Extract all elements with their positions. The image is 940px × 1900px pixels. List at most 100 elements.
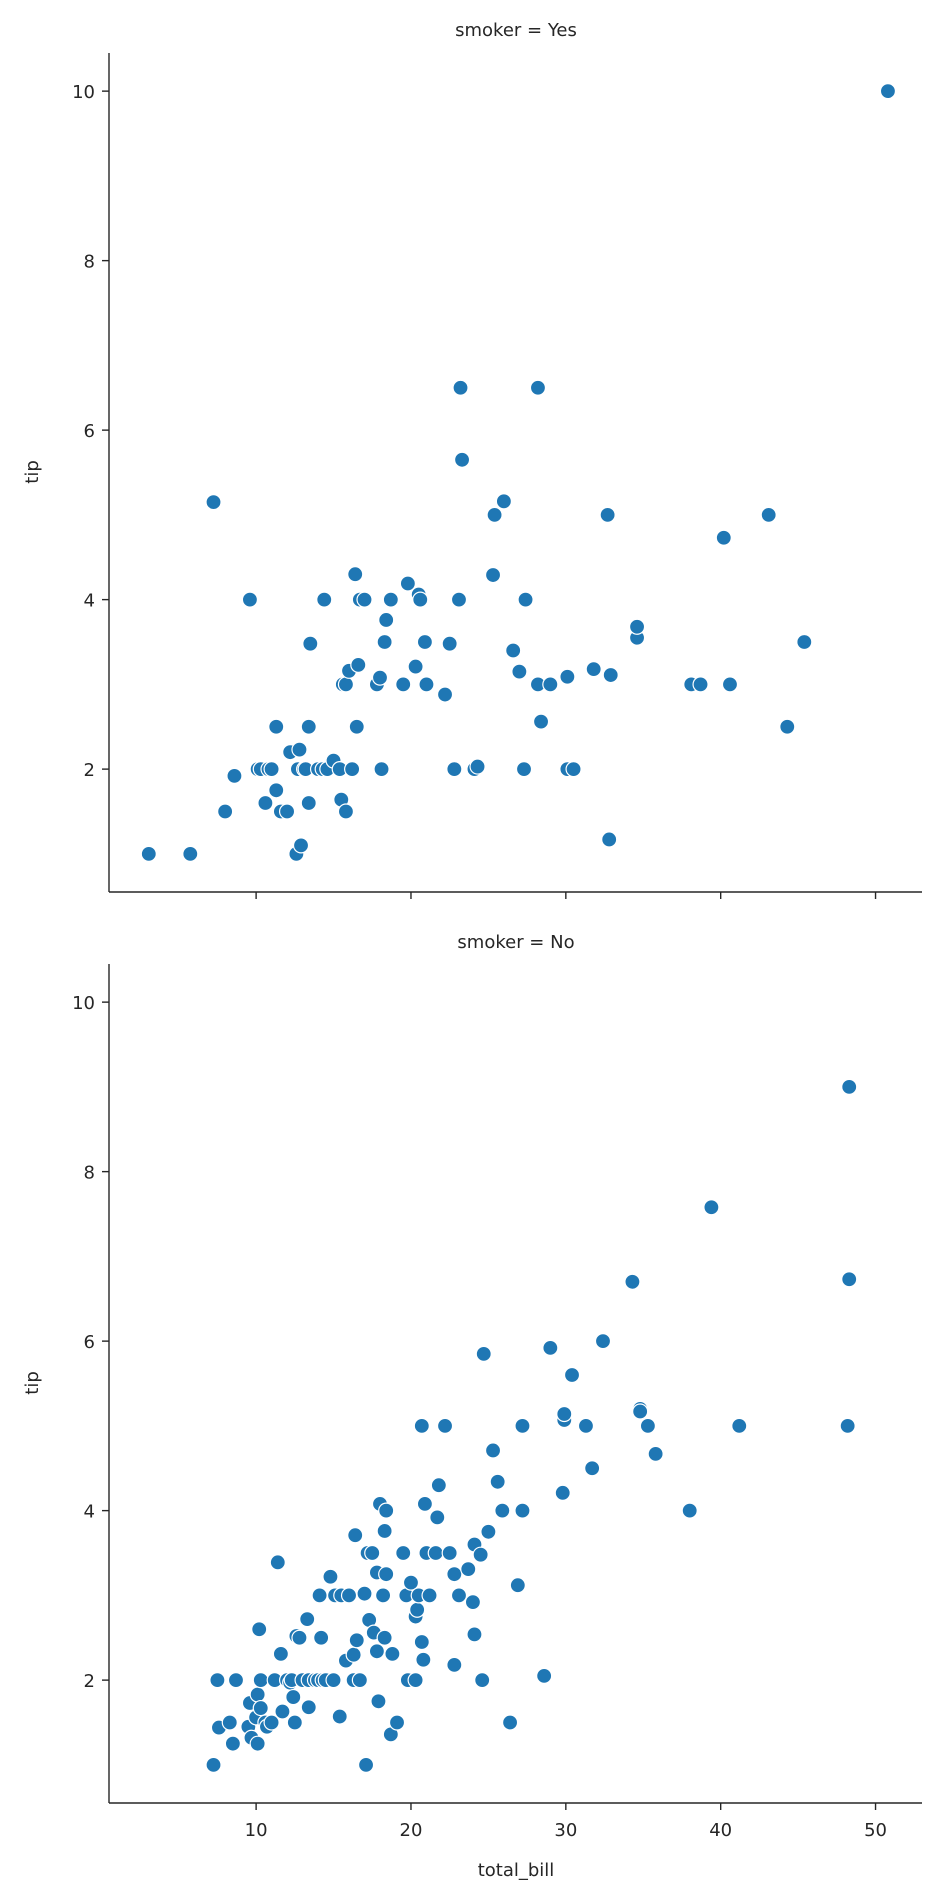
data-point bbox=[542, 676, 559, 693]
data-point bbox=[529, 379, 547, 396]
data-point bbox=[446, 761, 463, 778]
data-point bbox=[624, 1273, 641, 1290]
data-point bbox=[475, 1345, 492, 1362]
data-point bbox=[532, 713, 550, 730]
data-point bbox=[554, 1484, 571, 1501]
x-axis-label: total_bill bbox=[478, 1860, 555, 1881]
data-point bbox=[402, 1574, 420, 1591]
data-point bbox=[322, 1568, 339, 1585]
data-point bbox=[585, 661, 602, 678]
data-point bbox=[351, 1672, 368, 1689]
data-point bbox=[263, 1714, 280, 1731]
data-point bbox=[340, 1587, 358, 1604]
data-point bbox=[647, 1445, 664, 1462]
data-point bbox=[350, 656, 367, 673]
data-point bbox=[731, 1417, 748, 1434]
data-point bbox=[268, 718, 285, 735]
data-point bbox=[841, 1078, 858, 1095]
data-point bbox=[345, 1646, 362, 1663]
data-point bbox=[382, 591, 399, 608]
data-point bbox=[376, 633, 393, 651]
facet-yes-ticks: 2 4 6 8 10 bbox=[72, 82, 877, 899]
data-point bbox=[692, 676, 709, 693]
data-point bbox=[395, 1544, 412, 1562]
data-point bbox=[313, 1629, 330, 1646]
data-point bbox=[300, 794, 317, 812]
data-point bbox=[601, 831, 618, 848]
data-point bbox=[285, 1688, 302, 1706]
data-point bbox=[209, 1672, 226, 1689]
y-tick-label: 8 bbox=[84, 1163, 95, 1184]
data-point bbox=[413, 1417, 430, 1434]
data-point bbox=[249, 1686, 266, 1703]
data-point bbox=[205, 494, 222, 511]
data-point bbox=[407, 1672, 424, 1689]
data-point bbox=[347, 1527, 364, 1544]
data-point bbox=[839, 1417, 856, 1434]
data-point bbox=[466, 1626, 483, 1643]
data-point bbox=[344, 761, 361, 778]
data-point bbox=[399, 575, 416, 592]
data-point bbox=[427, 1544, 444, 1562]
data-point bbox=[565, 761, 582, 778]
data-point bbox=[395, 676, 412, 693]
data-point bbox=[760, 506, 777, 523]
data-point bbox=[841, 1271, 858, 1288]
data-point bbox=[252, 1699, 269, 1717]
data-point bbox=[409, 1601, 426, 1618]
data-point bbox=[602, 666, 619, 684]
data-point bbox=[286, 1714, 303, 1731]
data-point bbox=[291, 1629, 308, 1646]
x-tick-label: 30 bbox=[554, 1820, 577, 1841]
data-point bbox=[378, 611, 395, 629]
data-point bbox=[632, 1403, 649, 1420]
data-point bbox=[347, 566, 364, 583]
x-tick-label: 10 bbox=[245, 1820, 268, 1841]
data-point bbox=[577, 1417, 595, 1434]
data-point bbox=[376, 1522, 393, 1540]
y-tick-label: 2 bbox=[84, 1671, 95, 1692]
data-point bbox=[368, 1643, 386, 1660]
facet-no-points bbox=[205, 1078, 858, 1773]
data-point bbox=[494, 1502, 511, 1519]
data-point bbox=[278, 803, 296, 820]
data-point bbox=[584, 1460, 601, 1477]
data-point bbox=[384, 1645, 401, 1662]
y-tick-label: 8 bbox=[84, 252, 95, 273]
y-tick-label: 4 bbox=[84, 591, 95, 612]
data-point bbox=[357, 1756, 375, 1773]
data-point bbox=[639, 1417, 657, 1434]
data-point bbox=[257, 794, 274, 812]
x-tick-label: 20 bbox=[400, 1820, 423, 1841]
data-point bbox=[511, 663, 528, 680]
data-point bbox=[721, 676, 739, 693]
data-point bbox=[348, 718, 365, 735]
data-point bbox=[416, 1495, 434, 1512]
y-tick-label: 10 bbox=[72, 993, 95, 1014]
data-point bbox=[441, 1544, 458, 1562]
data-point bbox=[501, 1714, 519, 1731]
data-point bbox=[268, 782, 285, 799]
data-point bbox=[337, 803, 355, 820]
data-point bbox=[221, 1714, 238, 1731]
data-point bbox=[205, 1756, 222, 1773]
data-point bbox=[356, 1585, 373, 1602]
data-point bbox=[779, 718, 796, 735]
data-point bbox=[370, 1693, 387, 1710]
data-point bbox=[517, 591, 534, 608]
data-point bbox=[325, 1672, 342, 1689]
data-point bbox=[226, 767, 243, 784]
data-point bbox=[474, 1672, 491, 1689]
data-point bbox=[879, 83, 897, 100]
data-point bbox=[378, 1502, 395, 1519]
data-point bbox=[374, 1587, 392, 1604]
x-tick-label: 40 bbox=[709, 1820, 732, 1841]
facet-yes-title: smoker = Yes bbox=[455, 20, 577, 41]
data-point bbox=[452, 379, 469, 396]
facet-yes-panel: smoker = Yes tip 2 4 6 8 10 bbox=[22, 20, 922, 899]
facet-yes-y-axis-label: tip bbox=[22, 460, 43, 483]
data-point bbox=[436, 1417, 454, 1434]
data-point bbox=[464, 1594, 482, 1611]
data-point bbox=[559, 668, 576, 685]
data-point bbox=[484, 1442, 502, 1459]
